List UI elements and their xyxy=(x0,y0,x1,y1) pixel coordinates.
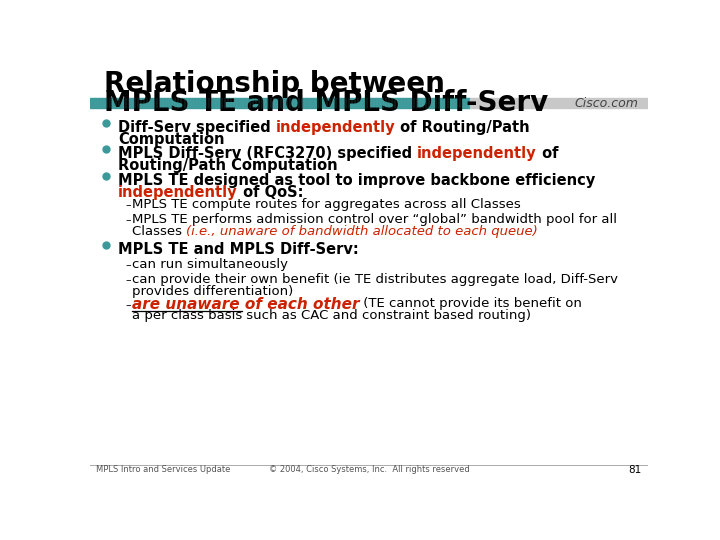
Text: can provide their own benefit (ie TE distributes aggregate load, Diff-Serv: can provide their own benefit (ie TE dis… xyxy=(132,273,618,286)
Text: independently: independently xyxy=(118,185,238,200)
Text: of QoS:: of QoS: xyxy=(238,185,303,200)
Text: MPLS TE and MPLS Diff-Serv:: MPLS TE and MPLS Diff-Serv: xyxy=(118,242,359,257)
Text: are unaware of each other: are unaware of each other xyxy=(132,298,359,312)
Text: of Routing/Path: of Routing/Path xyxy=(395,120,530,135)
Text: MPLS Intro and Services Update: MPLS Intro and Services Update xyxy=(96,465,230,474)
Text: MPLS TE performs admission control over “global” bandwidth pool for all: MPLS TE performs admission control over … xyxy=(132,213,617,226)
Bar xyxy=(90,98,469,108)
Text: MPLS TE designed as tool to improve backbone efficiency: MPLS TE designed as tool to improve back… xyxy=(118,173,595,187)
Text: –: – xyxy=(126,200,131,210)
Text: provides differentiation): provides differentiation) xyxy=(132,285,293,298)
Text: MPLS TE and MPLS Diff-Serv: MPLS TE and MPLS Diff-Serv xyxy=(104,90,548,117)
Text: of: of xyxy=(537,146,558,161)
Text: Classes: Classes xyxy=(132,225,186,238)
Text: 81: 81 xyxy=(629,465,642,475)
Text: a per class basis: a per class basis xyxy=(132,309,242,322)
Text: Computation: Computation xyxy=(118,132,225,147)
Text: MPLS TE compute routes for aggregates across all Classes: MPLS TE compute routes for aggregates ac… xyxy=(132,198,521,211)
Text: independently: independently xyxy=(417,146,537,161)
Text: such as CAC and constraint based routing): such as CAC and constraint based routing… xyxy=(242,309,531,322)
Text: (i.e., unaware of bandwidth allocated to each queue): (i.e., unaware of bandwidth allocated to… xyxy=(186,225,538,238)
Text: Routing/Path Computation: Routing/Path Computation xyxy=(118,158,338,173)
Text: (TE cannot provide its benefit on: (TE cannot provide its benefit on xyxy=(359,298,582,310)
Text: © 2004, Cisco Systems, Inc.  All rights reserved: © 2004, Cisco Systems, Inc. All rights r… xyxy=(269,465,469,474)
Text: Diff-Serv specified: Diff-Serv specified xyxy=(118,120,276,135)
Text: –: – xyxy=(126,300,131,309)
Text: –: – xyxy=(126,275,131,285)
Text: can run simultaneously: can run simultaneously xyxy=(132,258,288,271)
Text: independently: independently xyxy=(276,120,395,135)
Text: –: – xyxy=(126,215,131,225)
Text: –: – xyxy=(126,260,131,271)
Text: MPLS Diff-Serv (RFC3270) specified: MPLS Diff-Serv (RFC3270) specified xyxy=(118,146,417,161)
Bar xyxy=(469,98,648,108)
Text: Relationship between: Relationship between xyxy=(104,70,445,98)
Text: Cisco.com: Cisco.com xyxy=(575,97,639,110)
